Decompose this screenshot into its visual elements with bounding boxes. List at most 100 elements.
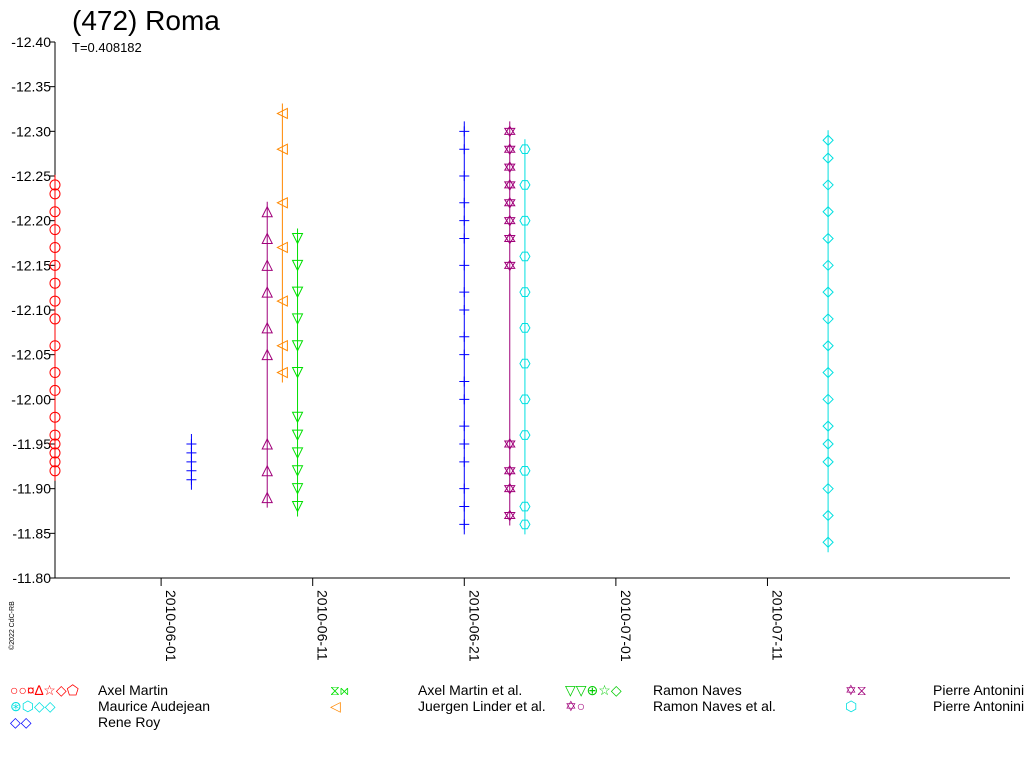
data-point xyxy=(261,232,274,245)
y-tick-label: -12.40 xyxy=(11,34,51,50)
data-point xyxy=(503,161,516,171)
data-point xyxy=(291,340,304,352)
y-tick-label: -12.10 xyxy=(11,302,51,318)
data-point xyxy=(459,260,470,271)
data-point xyxy=(291,411,304,424)
data-point xyxy=(822,259,834,272)
data-point xyxy=(49,429,61,441)
data-point xyxy=(503,143,516,153)
data-point xyxy=(519,215,531,226)
data-point xyxy=(459,439,470,449)
data-point xyxy=(503,509,516,519)
data-point xyxy=(261,259,274,271)
y-tick-label: -12.35 xyxy=(11,79,51,95)
data-point xyxy=(459,215,470,226)
data-point xyxy=(459,305,470,315)
data-point xyxy=(822,456,834,468)
data-points xyxy=(49,103,834,553)
legend: ○○¤∆☆◇⬠ Axel Martin ⧖⋈ Axel Martin et al. ▽▽… xyxy=(10,682,1024,730)
data-point xyxy=(519,430,531,440)
data-point xyxy=(459,376,470,387)
legend-symbols: ▽▽⊕☆◇ xyxy=(565,682,622,698)
legend-symbols: ⧖⋈ xyxy=(330,682,349,698)
legend-symbols: ◇◇ xyxy=(10,714,32,730)
data-point xyxy=(291,233,304,245)
data-point xyxy=(186,447,197,458)
data-point xyxy=(503,482,516,493)
data-point xyxy=(49,179,61,191)
data-point xyxy=(822,340,834,352)
legend-symbols: ✡○ xyxy=(565,698,585,714)
data-point xyxy=(822,393,834,406)
data-point xyxy=(822,482,834,495)
data-point xyxy=(276,196,288,209)
data-point xyxy=(186,474,197,485)
data-point xyxy=(822,536,834,548)
data-point xyxy=(519,144,531,155)
data-point xyxy=(261,286,274,298)
data-point xyxy=(261,321,274,334)
data-point xyxy=(459,126,470,137)
data-point xyxy=(519,394,531,405)
data-point xyxy=(276,143,288,156)
legend-label: Axel Martin xyxy=(98,682,168,698)
data-point xyxy=(503,199,516,209)
y-tick-label: -12.30 xyxy=(11,123,51,139)
data-point xyxy=(459,349,470,360)
data-point xyxy=(49,447,61,459)
data-point xyxy=(822,152,834,164)
data-point xyxy=(49,241,61,253)
data-point xyxy=(186,456,197,467)
data-point xyxy=(49,295,61,307)
data-point xyxy=(291,483,304,495)
data-point xyxy=(459,144,470,155)
data-point xyxy=(291,259,304,272)
legend-symbols: ✡⧖ xyxy=(845,682,867,698)
data-point xyxy=(822,286,834,298)
data-point xyxy=(276,339,288,352)
data-point xyxy=(503,261,516,272)
data-point xyxy=(49,438,61,450)
data-point xyxy=(519,358,531,369)
data-point xyxy=(49,188,61,200)
data-point xyxy=(822,232,834,245)
data-point xyxy=(822,179,834,191)
data-point xyxy=(503,214,516,225)
legend-item: ✡○ Ramon Naves et al. xyxy=(565,698,776,714)
legend-symbols: ⊛⬡◇◇ xyxy=(10,698,56,714)
chart-subtitle: T=0.408182 xyxy=(72,40,142,55)
data-point xyxy=(503,127,516,138)
data-point xyxy=(291,429,304,442)
data-point xyxy=(49,313,61,325)
legend-label: Ramon Naves xyxy=(653,682,742,698)
data-point xyxy=(822,420,834,432)
data-point xyxy=(49,456,61,468)
series-4 xyxy=(291,228,304,517)
credit-text: ©2022 CdC-RB xyxy=(8,601,16,650)
data-point xyxy=(276,366,288,379)
y-tick-label: -12.15 xyxy=(11,257,51,273)
data-point xyxy=(503,163,516,174)
data-point xyxy=(503,217,516,227)
data-point xyxy=(459,501,470,512)
data-point xyxy=(261,491,274,504)
x-tick-label: 2010-06-01 xyxy=(163,590,179,662)
data-point xyxy=(49,206,61,218)
data-point xyxy=(503,145,516,156)
data-point xyxy=(276,241,288,254)
data-point xyxy=(503,464,516,475)
data-point xyxy=(291,367,304,379)
axes xyxy=(50,41,1010,586)
data-point xyxy=(291,286,304,299)
x-tick-label: 2010-06-11 xyxy=(315,590,331,661)
x-tick-label: 2010-06-21 xyxy=(466,590,482,662)
series-5 xyxy=(459,121,470,535)
data-point xyxy=(261,437,274,450)
data-point xyxy=(503,181,516,191)
data-point xyxy=(503,259,516,269)
y-tick-label: -11.95 xyxy=(12,436,51,452)
data-point xyxy=(503,467,516,477)
data-point xyxy=(459,197,470,208)
x-tick-label: 2010-07-11 xyxy=(769,590,785,661)
x-tick-labels: 2010-06-01 2010-06-11 2010-06-21 2010-07-01… xyxy=(163,590,785,662)
